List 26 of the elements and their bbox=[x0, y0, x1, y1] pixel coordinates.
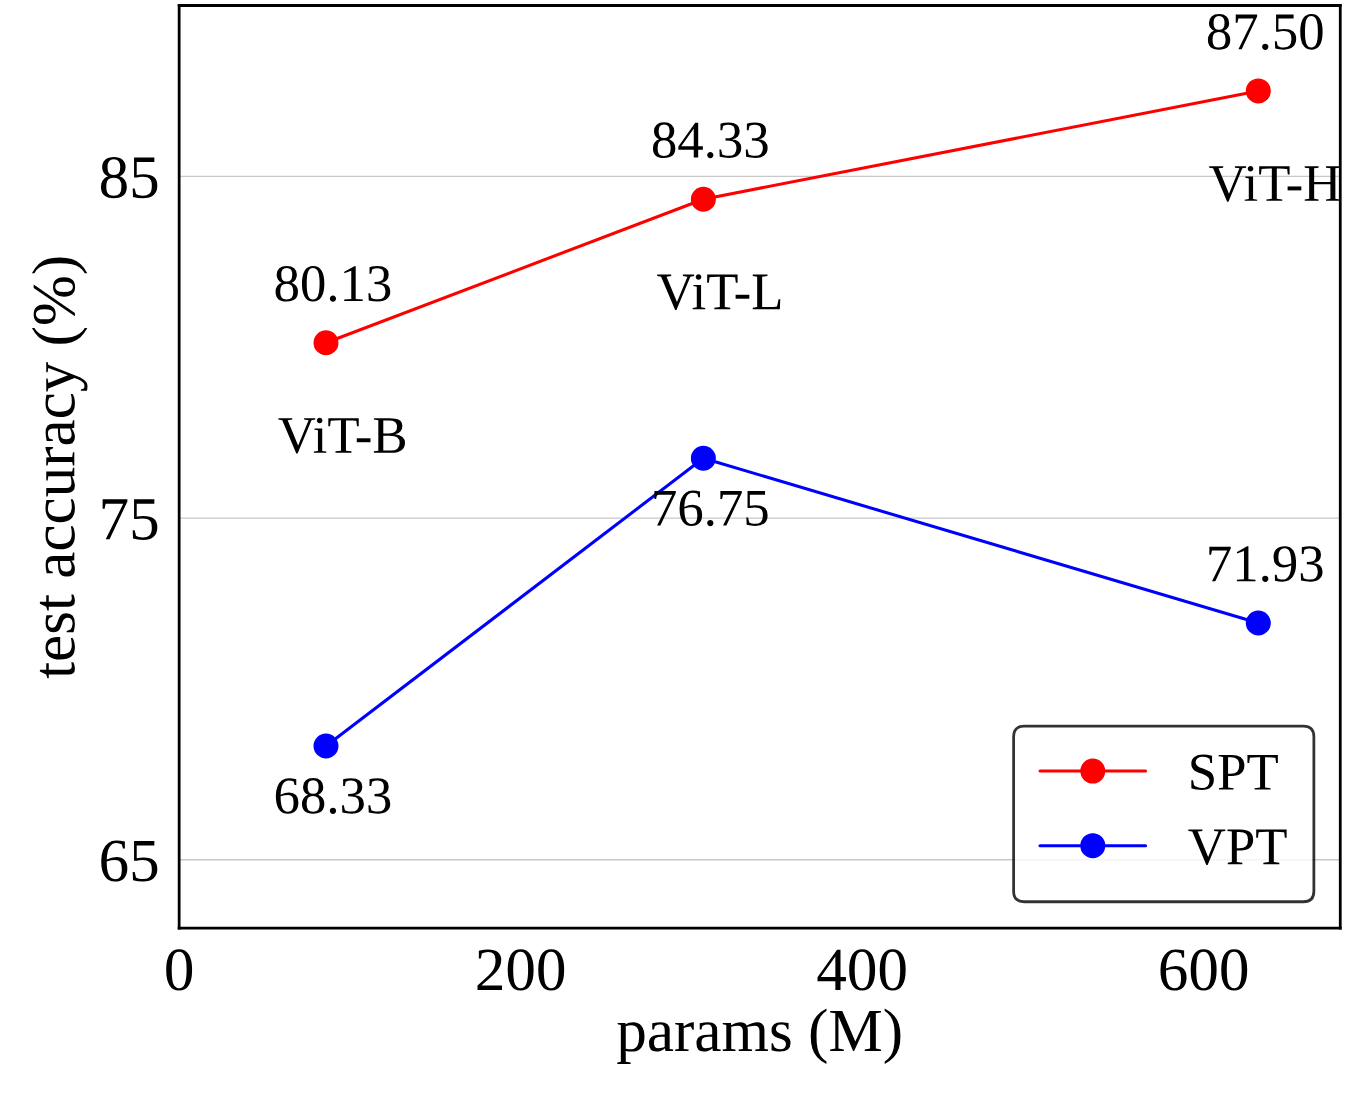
data-label: 87.50 bbox=[1207, 14, 1323, 50]
y-tick-label: 75 bbox=[102, 499, 158, 540]
data-label: 68.33 bbox=[275, 778, 391, 814]
x-tick-label: 400 bbox=[817, 949, 906, 991]
annotation: ViT-B bbox=[278, 417, 405, 454]
point bbox=[313, 733, 339, 759]
point bbox=[690, 186, 716, 212]
x-tick-label: 600 bbox=[1160, 949, 1248, 991]
data-label: 71.93 bbox=[1209, 546, 1323, 582]
x-tick-label: 0 bbox=[166, 949, 193, 991]
annotation: ViT-L bbox=[657, 274, 781, 310]
legend-label: SPT bbox=[1191, 754, 1278, 791]
y-tick-label: 65 bbox=[101, 840, 158, 882]
annotation: ViT-H bbox=[1209, 165, 1340, 202]
data-label: 84.33 bbox=[652, 122, 768, 159]
point bbox=[690, 445, 716, 471]
y-tick-label: 85 bbox=[100, 156, 158, 199]
point bbox=[313, 330, 339, 356]
data-label: 80.13 bbox=[275, 265, 391, 302]
data-label: 76.75 bbox=[654, 490, 768, 527]
y-axis-title: test accuracy (%) bbox=[31, 257, 88, 679]
x-tick-label: 200 bbox=[477, 949, 565, 991]
point bbox=[1245, 610, 1271, 636]
legend-label: VPT bbox=[1188, 829, 1287, 865]
x-axis-title: params (M) bbox=[617, 1008, 901, 1064]
point bbox=[1245, 78, 1271, 104]
